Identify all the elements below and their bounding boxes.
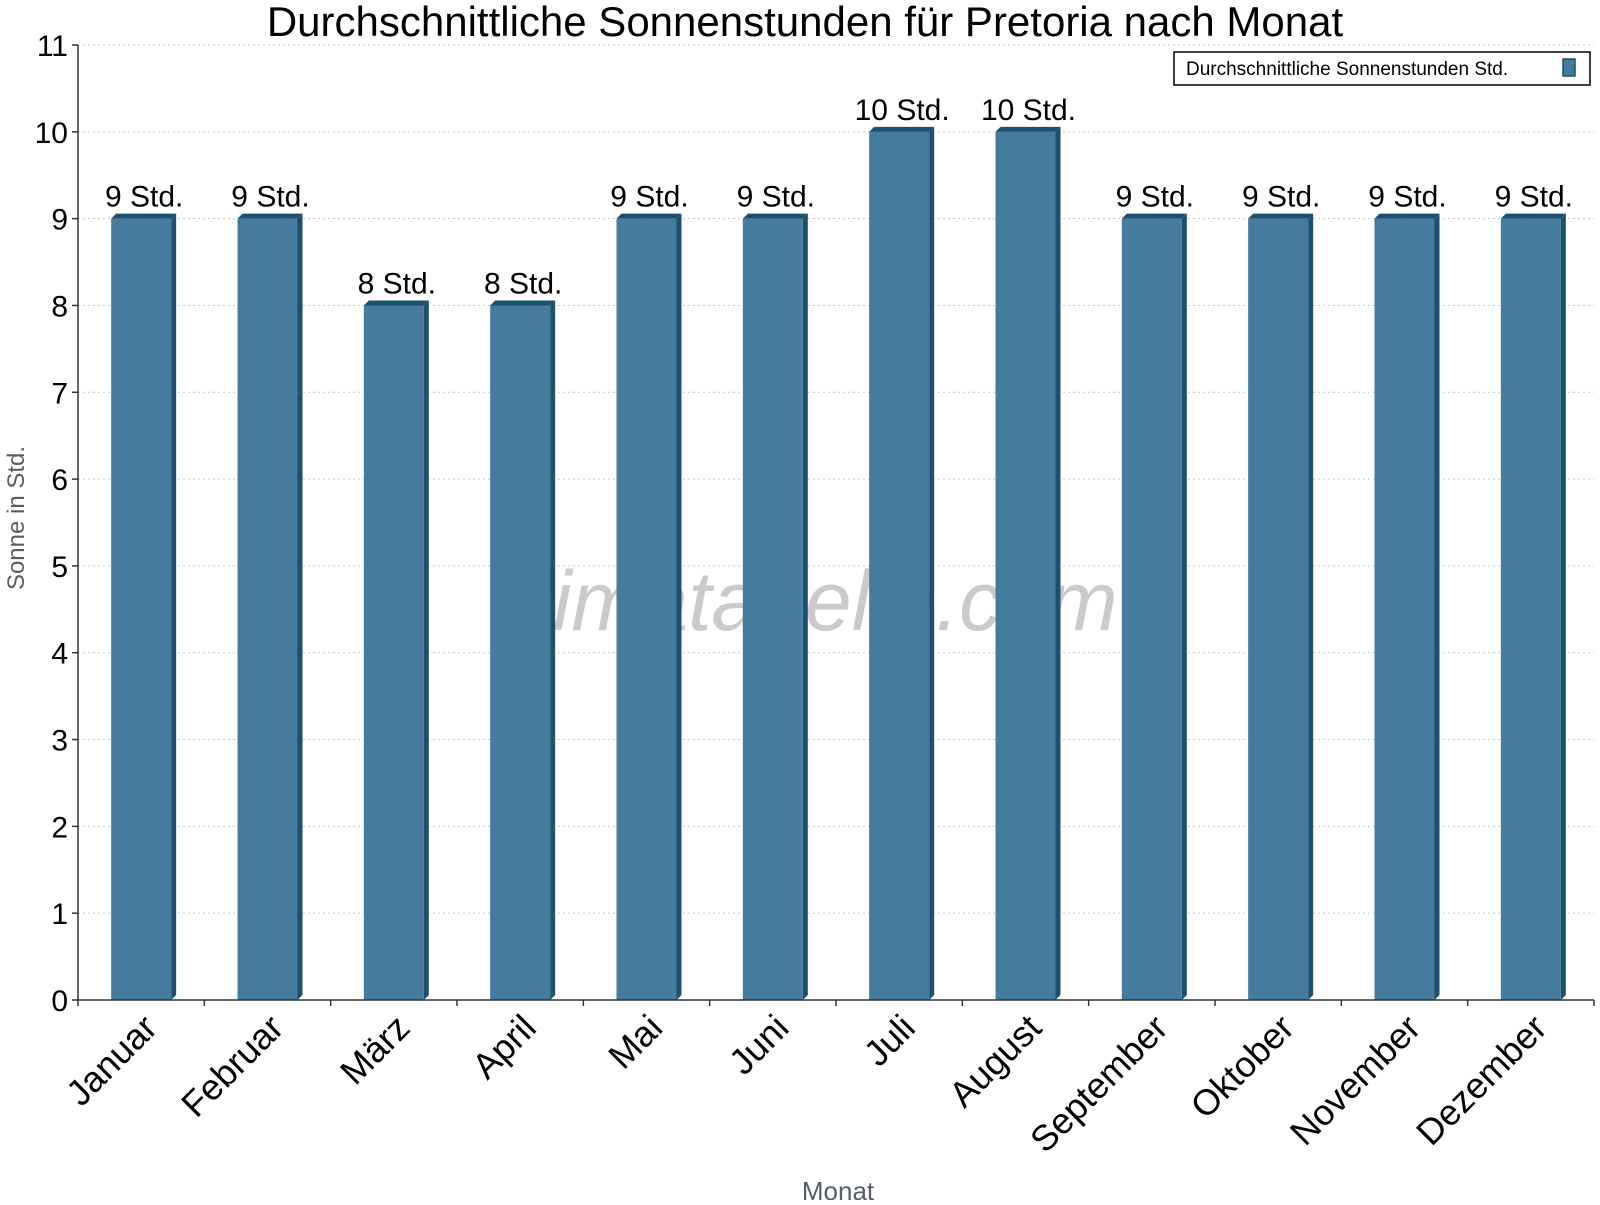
x-tick-label: Januar	[58, 1007, 165, 1114]
bar-top	[490, 300, 556, 306]
x-tick-label: Mai	[600, 1007, 670, 1077]
bar	[1121, 213, 1187, 1001]
x-tick-label: März	[332, 1007, 418, 1093]
bar-front	[490, 305, 551, 1000]
bar-side	[1055, 126, 1061, 1001]
bar-top	[616, 213, 682, 219]
y-tick-label: 1	[51, 898, 68, 931]
bar-side	[929, 126, 935, 1001]
y-tick-label: 4	[51, 638, 68, 671]
x-tick-label: Juni	[721, 1007, 797, 1083]
bar-front	[1248, 218, 1309, 1001]
bar-side	[423, 300, 429, 1000]
bar	[869, 126, 935, 1001]
x-axis-title: Monat	[802, 1176, 875, 1200]
bar	[1500, 213, 1566, 1001]
bar	[490, 300, 556, 1000]
bar-side	[1181, 213, 1187, 1001]
data-labels: 9 Std. 9 Std. 8 Std. 8 Std. 9 Std. 9 Std. 10 S…	[105, 94, 1573, 301]
bar-top	[995, 126, 1061, 132]
bar-top	[363, 300, 429, 306]
bar-front	[111, 218, 172, 1001]
bar-side	[297, 213, 303, 1001]
x-tick-label: April	[464, 1007, 544, 1087]
bar-front	[995, 131, 1056, 1000]
y-tick-label: 9	[51, 204, 68, 237]
x-tick-label: Februar	[173, 1007, 291, 1125]
bar	[1374, 213, 1440, 1001]
bar-top	[1374, 213, 1440, 219]
bar-top	[1500, 213, 1566, 219]
bar-side	[550, 300, 556, 1000]
x-tick-label: Oktober	[1182, 1007, 1302, 1127]
bar-front	[1121, 218, 1182, 1001]
bar-side	[1308, 213, 1314, 1001]
bar-front	[742, 218, 803, 1001]
bar	[616, 213, 682, 1001]
x-tick-label: Juli	[856, 1007, 923, 1074]
chart-title: Durchschnittliche Sonnenstunden für Pret…	[267, 0, 1344, 45]
y-tick-label: 11	[37, 30, 68, 63]
bar	[742, 213, 808, 1001]
y-tick-label: 5	[51, 551, 68, 584]
data-label: 10 Std.	[855, 94, 950, 127]
y-tick-label: 7	[51, 377, 68, 410]
x-tick-label: September	[1022, 1007, 1176, 1161]
data-label: 9 Std.	[1368, 181, 1446, 214]
y-tick-label: 2	[51, 811, 68, 844]
bar-top	[1121, 213, 1187, 219]
data-label: 9 Std.	[1116, 181, 1194, 214]
x-tick-label: Dezember	[1408, 1007, 1554, 1153]
bar-side	[676, 213, 682, 1001]
bar-side	[1560, 213, 1566, 1001]
bar-side	[802, 213, 808, 1001]
bar	[363, 300, 429, 1000]
bar	[995, 126, 1061, 1001]
y-axis-title: Sonne in Std.	[3, 446, 30, 590]
legend-label: Durchschnittliche Sonnenstunden Std.	[1186, 59, 1508, 80]
bar-front	[363, 305, 424, 1000]
data-label: 9 Std.	[231, 181, 309, 214]
y-tick-label: 8	[51, 290, 68, 323]
legend-swatch	[1562, 58, 1576, 77]
bar-front	[616, 218, 677, 1001]
bar-top	[742, 213, 808, 219]
y-tick-label: 0	[51, 985, 68, 1018]
bar-front	[237, 218, 298, 1001]
bar	[1248, 213, 1314, 1001]
legend: Durchschnittliche Sonnenstunden Std.	[1173, 51, 1591, 86]
bar-series	[111, 126, 1566, 1001]
bar-side	[1434, 213, 1440, 1001]
y-tick-label: 10	[35, 117, 68, 150]
bar-front	[1500, 218, 1561, 1001]
legend-box	[1173, 51, 1591, 86]
data-label: 9 Std.	[1495, 181, 1573, 214]
bar-front	[1374, 218, 1435, 1001]
bar-side	[171, 213, 177, 1001]
bar-front	[869, 131, 930, 1000]
x-tick-label: November	[1282, 1007, 1428, 1153]
x-tick-label: August	[941, 1007, 1049, 1115]
bar-top	[869, 126, 935, 132]
bar	[111, 213, 177, 1001]
data-label: 9 Std.	[610, 181, 688, 214]
data-label: 8 Std.	[358, 267, 436, 300]
y-tick-label: 6	[51, 464, 68, 497]
data-label: 9 Std.	[105, 181, 183, 214]
data-label: 9 Std.	[1242, 181, 1320, 214]
bar-top	[111, 213, 177, 219]
data-label: 8 Std.	[484, 267, 562, 300]
bar-top	[1248, 213, 1314, 219]
data-label: 9 Std.	[737, 181, 815, 214]
bar	[237, 213, 303, 1001]
data-label: 10 Std.	[981, 94, 1076, 127]
y-tick-label: 3	[51, 725, 68, 758]
grid-lines	[78, 44, 1594, 914]
bar-top	[237, 213, 303, 219]
